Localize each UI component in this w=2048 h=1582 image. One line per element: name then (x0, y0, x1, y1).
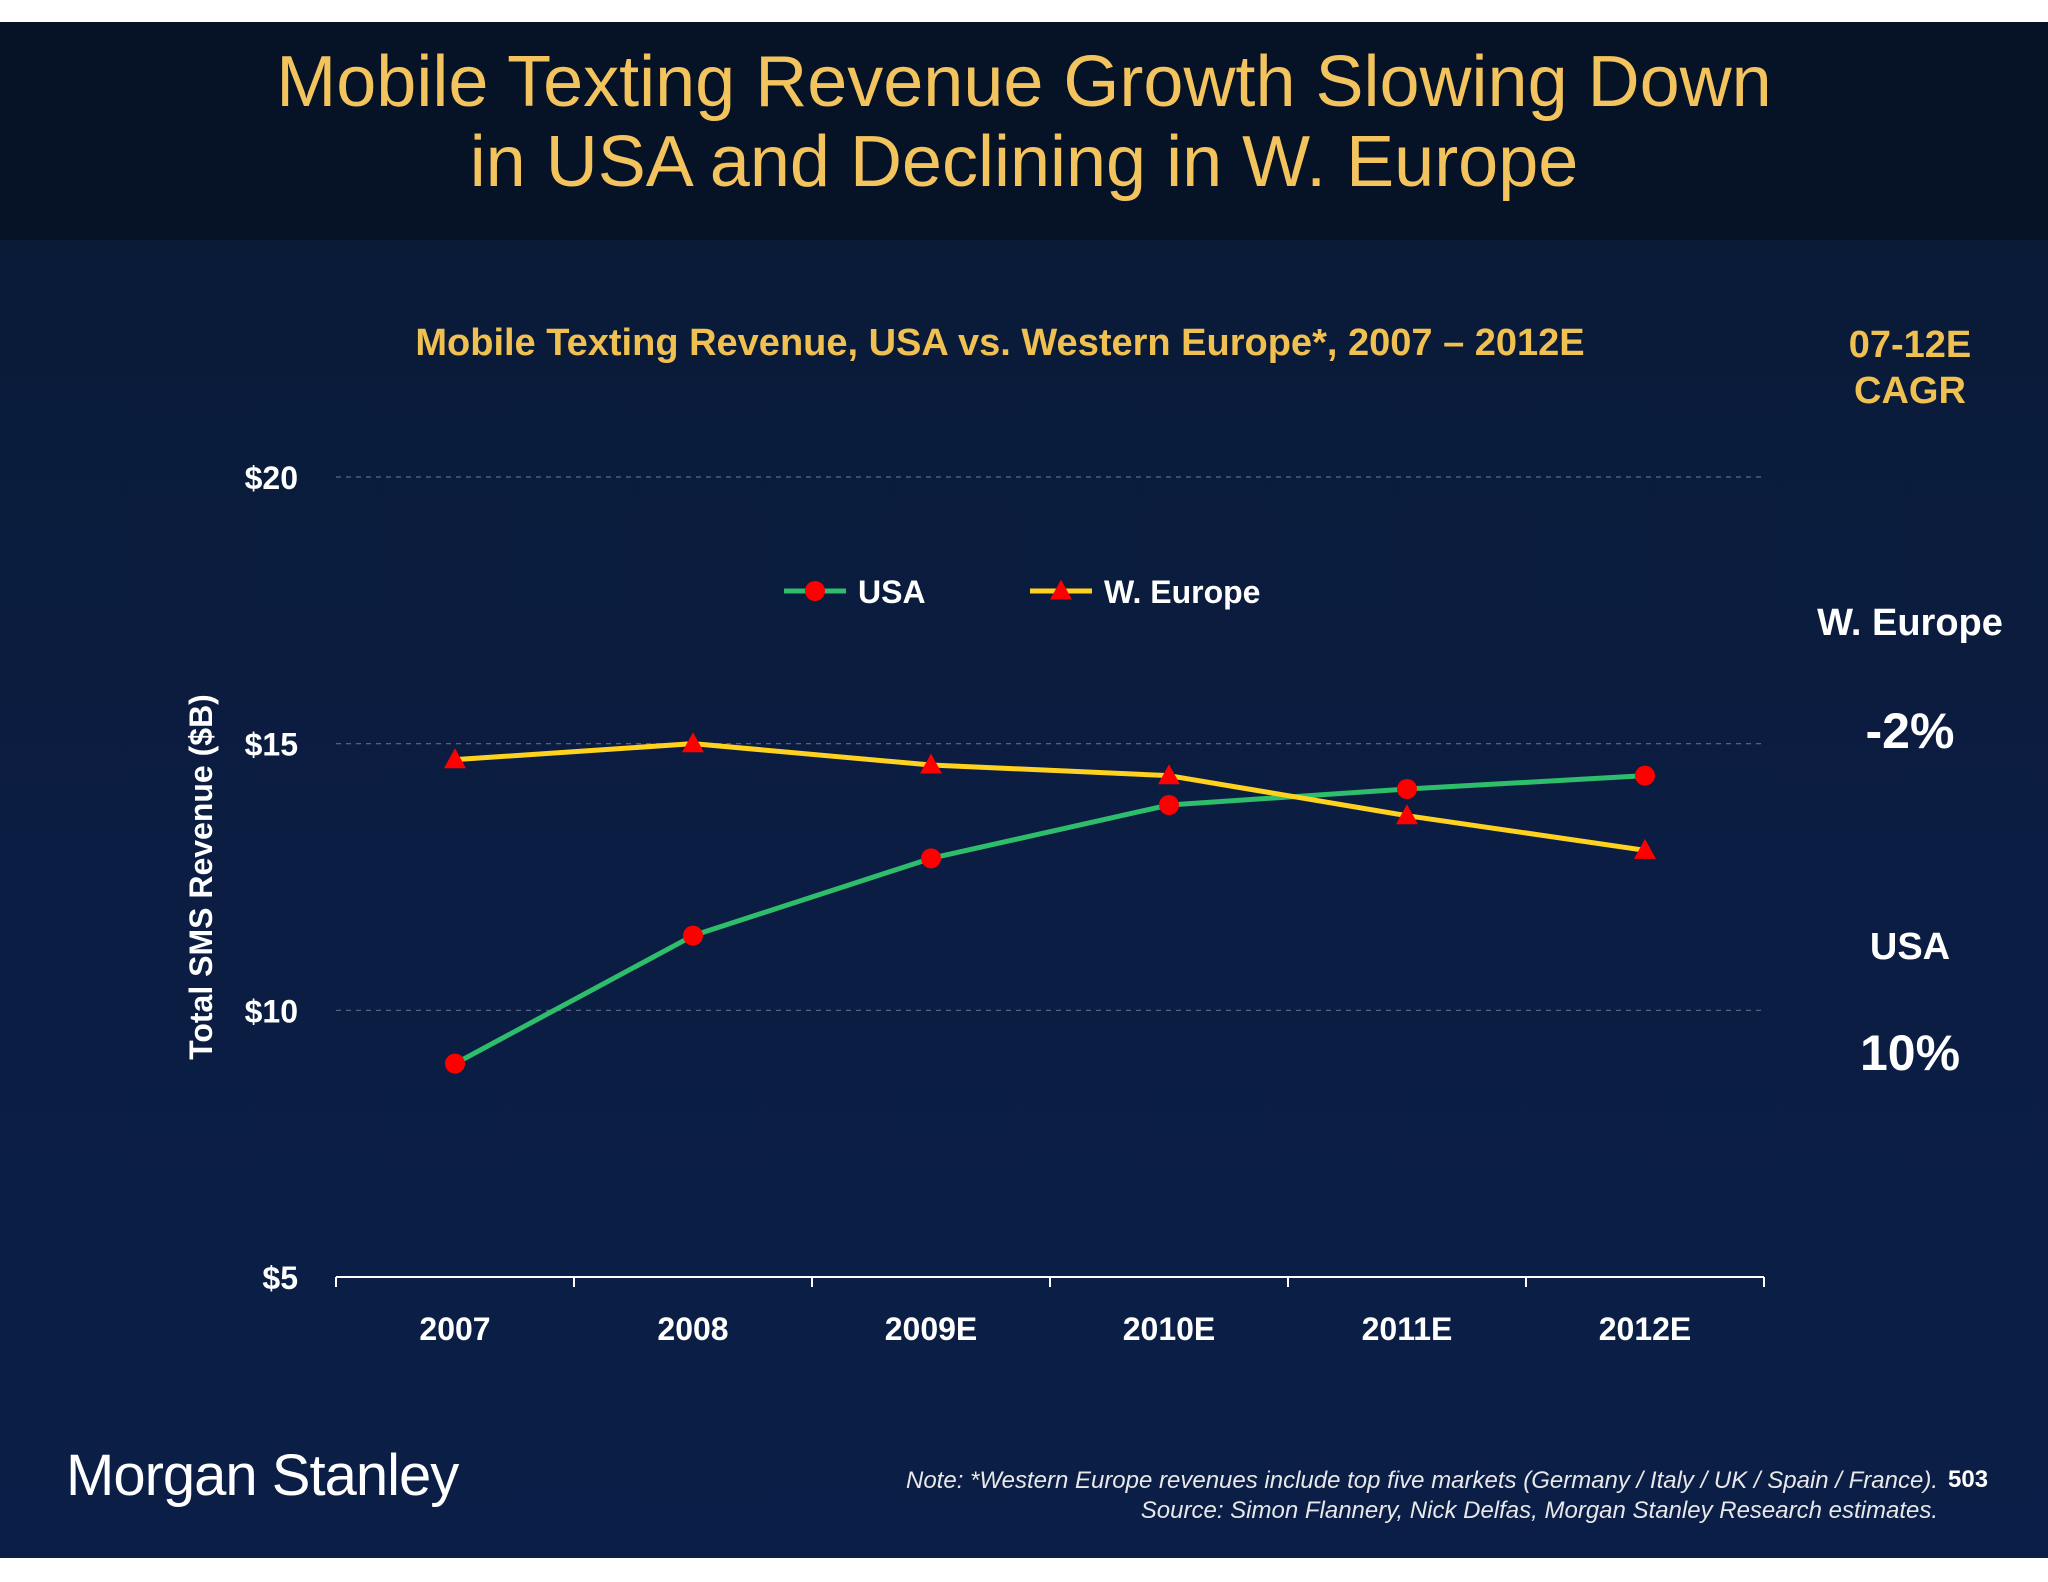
page-number: 503 (1948, 1466, 1989, 1493)
data-point-w-europe (444, 748, 466, 769)
series-line-w-europe (454, 741, 1646, 853)
data-point-w-europe (1158, 764, 1180, 785)
y-tick-label: $10 (245, 993, 298, 1029)
cagr-value-usa: 10% (1859, 1025, 1961, 1081)
page-title: Mobile Texting Revenue Growth Slowing Do… (276, 42, 1772, 202)
x-tick-label: 2010E (1123, 1311, 1216, 1347)
cagr-region-europe: W. Europe (1817, 602, 2003, 644)
footnote-note: Note: *Western Europe revenues include t… (906, 1467, 1938, 1494)
x-tick-label: 2007 (419, 1311, 490, 1347)
data-point-w-europe (920, 753, 942, 774)
morgan-stanley-logo: Morgan Stanley (66, 1443, 459, 1508)
data-point-usa (1397, 779, 1417, 799)
y-tick-label: $20 (245, 460, 298, 496)
cagr-header: 07-12E CAGR (1848, 324, 1972, 412)
data-point-usa (445, 1053, 465, 1074)
y-axis-title: Total SMS Revenue ($B) (183, 694, 219, 1060)
x-tick-label: 2009E (885, 1311, 978, 1347)
chart-title: Mobile Texting Revenue, USA vs. Western … (415, 322, 1585, 364)
data-point-usa (921, 848, 941, 869)
legend-marker (805, 581, 825, 601)
data-point-usa (683, 925, 703, 946)
data-point-usa (1635, 765, 1655, 786)
y-tick-label: $15 (245, 727, 298, 763)
data-point-w-europe (1396, 804, 1418, 825)
x-tick-label: 2011E (1362, 1311, 1453, 1347)
legend-label: W. Europe (1104, 574, 1260, 610)
legend-marker (1050, 579, 1072, 600)
data-point-w-europe (1634, 838, 1656, 859)
legend-label: USA (858, 574, 926, 610)
title-band (0, 22, 2048, 240)
footnote-source: Source: Simon Flannery, Nick Delfas, Mor… (1140, 1497, 1938, 1524)
slide: Mobile Texting Revenue Growth Slowing Do… (0, 22, 2048, 1558)
footnote: Note: *Western Europe revenues include t… (906, 1466, 1938, 1526)
line-chart: $5 $10 $15 $20 2007 2008 2009E 2010E 2011E 2012E T… (183, 460, 1765, 1347)
data-point-usa (1159, 795, 1179, 815)
cagr-value-europe: -2% (1865, 703, 1955, 759)
x-tick-label: 2008 (657, 1311, 728, 1347)
data-point-w-europe (682, 732, 704, 753)
y-tick-label: $5 (262, 1260, 298, 1296)
x-tick-label: 2012E (1599, 1311, 1692, 1347)
series-line-usa (453, 773, 1646, 1066)
cagr-region-usa: USA (1869, 926, 1951, 968)
